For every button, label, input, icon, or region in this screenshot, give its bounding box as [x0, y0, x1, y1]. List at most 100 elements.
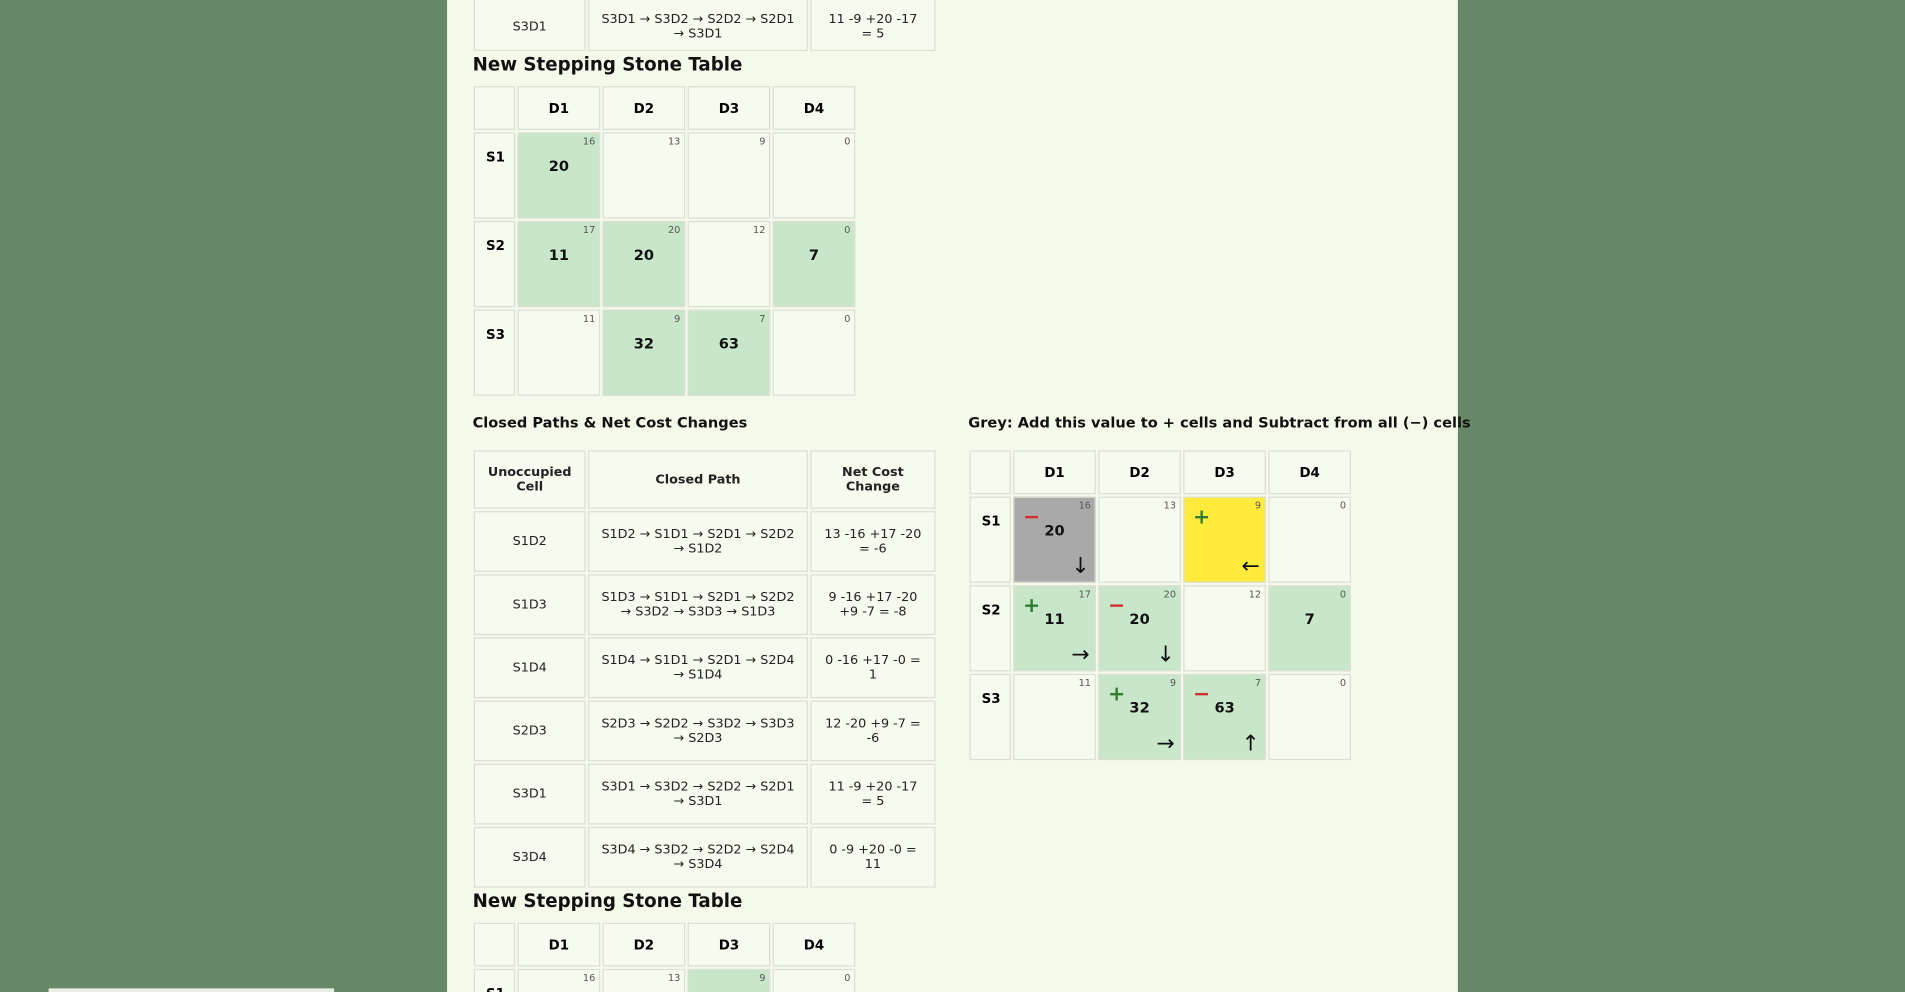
row-label: S1 [473, 132, 516, 219]
cell: S2D3 [473, 700, 586, 762]
cost: 9 [674, 313, 681, 325]
cost: 17 [1078, 588, 1091, 600]
row: S2 17 11 + → 20 20− ↓ 12 0 7 [969, 585, 1351, 672]
cell: 9 32 [602, 309, 686, 396]
row: S3D4 S3D4 → S3D2 → S2D2 → S2D4 → S3D4 0 -9… [473, 826, 936, 888]
cell: 9 32 + → [1098, 673, 1181, 761]
cost: 7 [1254, 677, 1262, 689]
allocation: 11 [548, 246, 569, 264]
heading: New Stepping Stone Table [472, 890, 743, 912]
column-header: D4 [772, 86, 856, 130]
allocation: 20 [548, 157, 569, 175]
arrow: → [1156, 730, 1175, 757]
cell: 12 [1183, 585, 1266, 672]
cost: 9 [759, 135, 766, 147]
cell: 0 -9 +20 -0 = 11 [810, 826, 936, 888]
cell: 13 -16 +17 -20 = -6 [810, 511, 936, 572]
cost: 0 [844, 972, 851, 984]
arrow: ↑ [1241, 730, 1260, 757]
row: S1D3 S1D3 → S1D1 → S2D1 → S2D2 → S3D2 → S… [473, 574, 936, 636]
column-header: Closed Path [588, 450, 808, 509]
cell: 11 [1013, 673, 1096, 761]
arrow: ↓ [1071, 553, 1090, 580]
cost: 11 [582, 313, 596, 325]
allocation: 63 [1214, 699, 1235, 717]
cell: 16 20− ↓ [1013, 496, 1096, 583]
sign: + [1193, 505, 1211, 530]
column-header: D1 [517, 922, 601, 967]
scrollbar[interactable] [48, 988, 335, 992]
row: S3 11 9 32 + → 7 63− ↑ 0 [969, 673, 1351, 761]
cell: 11 -9 +20 -17 = 5 [810, 0, 936, 51]
cell: 16 20 [517, 132, 601, 219]
cell: 0 [772, 309, 856, 396]
cell: 11 -9 +20 -17 = 5 [810, 763, 936, 825]
corner [473, 922, 516, 967]
corner [473, 86, 516, 130]
cost: 9 [1169, 677, 1177, 689]
row-label: S1 [473, 968, 516, 992]
cell: 7 63 [687, 309, 771, 396]
sign: − [1107, 593, 1126, 619]
cell: 13 [1098, 496, 1181, 583]
cell: 12 [687, 220, 771, 308]
row-label: S1 [969, 496, 1011, 583]
column-header: D3 [1183, 450, 1266, 495]
cell: 0 [772, 968, 856, 992]
cell: S1D4 [473, 637, 586, 699]
cell: 0 [1268, 673, 1351, 761]
column-header: D3 [687, 86, 771, 130]
sign: + [1107, 682, 1126, 707]
heading: Closed Paths & Net Cost Changes [472, 414, 748, 432]
table: Unoccupied Cell Closed Path Net Cost Chang… [471, 448, 938, 890]
stepping-stone-table: D1 D2 D3 D4 S1 16 20 13 9 0 S2 17 11 20 20 12 0 7 S3 11 9 32 7… [471, 84, 857, 398]
cell: 17 11 + → [1013, 585, 1096, 672]
cell: 11 [517, 309, 601, 396]
column-header: Net Cost Change [810, 450, 936, 509]
cost: 0 [1339, 677, 1347, 689]
cell: 16 [517, 968, 601, 992]
row-label: S2 [473, 220, 516, 308]
row: S3D1 S3D1 → S3D2 → S2D2 → S2D1 → S3D1 11 -… [473, 763, 936, 825]
allocation: 20 [1044, 522, 1065, 540]
cost: 0 [1339, 588, 1347, 600]
column-header: D2 [602, 86, 686, 130]
header-row: D1 D2 D3 D4 [969, 450, 1351, 495]
grid: D1 D2 D3 D4 S1 16 20− ↓ 13 9 + ← 0 S2 17 11 + → 20 20− ↓ 12 0 7… [967, 448, 1353, 762]
cell: S3D1 → S3D2 → S2D2 → S2D1 → S3D1 [588, 763, 808, 825]
row: S1 16 13 9 0 [473, 968, 856, 992]
row: S3D1 S3D1 → S3D2 → S2D2 → S2D1 → S3D1 11 -… [473, 0, 936, 51]
cost: 0 [1339, 500, 1347, 512]
cell: 20 20− ↓ [1098, 585, 1181, 672]
arrow: ← [1241, 553, 1260, 580]
path-table-fragment: S3D1 S3D1 → S3D2 → S2D2 → S2D1 → S3D1 11 -… [471, 0, 938, 53]
cell: 9 + ← [1183, 496, 1266, 583]
sign: − [1193, 682, 1211, 707]
sign: + [1022, 593, 1041, 619]
grid: D1 D2 D3 D4 S1 16 20 13 9 0 S2 17 11 20 20 12 0 7 S3 11 9 32 7… [471, 84, 857, 398]
cell: S3D4 → S3D2 → S2D2 → S2D4 → S3D4 [588, 826, 808, 888]
cell: S3D1 [473, 763, 586, 825]
row-label: S3 [473, 309, 516, 396]
cost: 0 [844, 135, 851, 147]
cell: 17 11 [517, 220, 601, 308]
cell: 0 [772, 132, 856, 219]
allocation: 32 [1129, 699, 1150, 717]
cell: S1D3 [473, 574, 586, 636]
cell: S1D4 → S1D1 → S2D1 → S2D4 → S1D4 [588, 637, 808, 699]
row: S1D2 S1D2 → S1D1 → S2D1 → S2D2 → S1D2 13 -… [473, 511, 936, 572]
header-row: D1 D2 D3 D4 [473, 86, 856, 130]
arrow: → [1071, 642, 1090, 668]
allocation: 11 [1044, 610, 1065, 628]
closed-paths-table: Unoccupied Cell Closed Path Net Cost Chang… [471, 448, 938, 890]
cell: 20 20 [602, 220, 686, 308]
row: S1 16 20 13 9 0 [473, 132, 856, 219]
allocation: 20 [1129, 610, 1150, 628]
cost: 0 [844, 313, 851, 325]
allocation: 7 [1304, 610, 1315, 628]
path-table: D1 D2 D3 D4 S1 16 20− ↓ 13 9 + ← 0 S2 17 11 + → 20 20− ↓ 12 0 7… [967, 448, 1353, 762]
header-row: D1 D2 D3 D4 [473, 922, 856, 967]
